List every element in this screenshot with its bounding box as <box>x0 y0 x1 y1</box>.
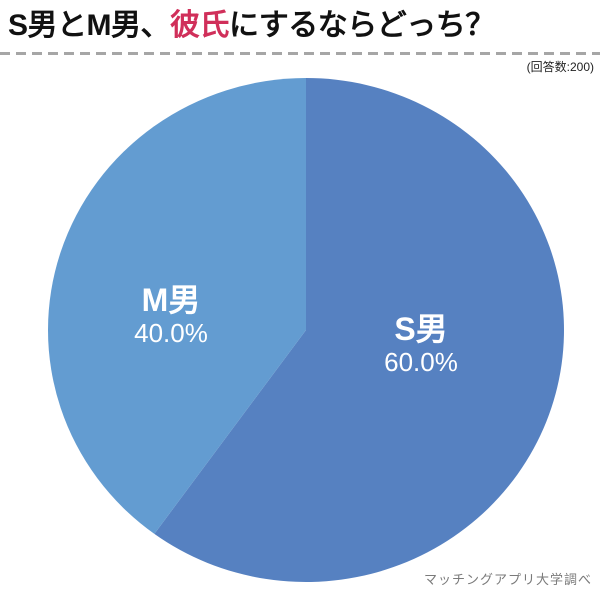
page-title: S男とM男、彼氏にするならどっち？ <box>8 6 495 45</box>
title-segment-post: にするならどっち？ <box>229 9 495 42</box>
pie-slice-m <box>48 78 307 534</box>
dashed-divider <box>0 52 600 55</box>
title-segment-highlight: 彼氏 <box>170 9 230 42</box>
pie-slice-s <box>154 78 565 582</box>
source-credit: マッチングアプリ大学調べ <box>423 572 592 587</box>
title-segment-pre: S男とM男、 <box>8 9 171 42</box>
response-count-note: (回答数:200) <box>526 60 594 74</box>
